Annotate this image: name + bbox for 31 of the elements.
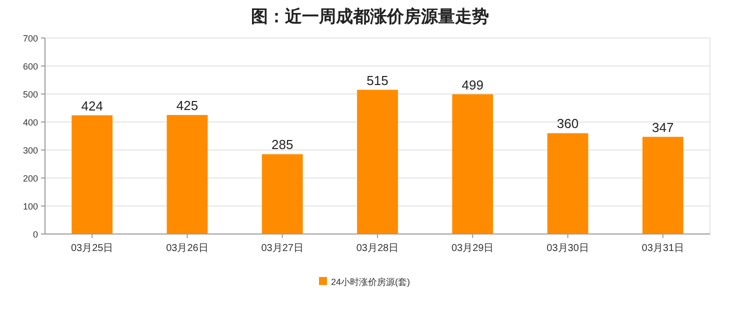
- data-label: 285: [272, 137, 294, 152]
- y-tick-label: 300: [22, 146, 38, 156]
- y-tick-label: 400: [22, 118, 38, 128]
- y-tick-label: 0: [32, 230, 38, 240]
- bar: [166, 115, 208, 234]
- y-tick-label: 100: [22, 202, 38, 212]
- data-label: 425: [176, 98, 198, 113]
- x-tick-label: 03月26日: [166, 243, 208, 254]
- y-tick-label: 600: [22, 62, 38, 72]
- bar: [72, 115, 113, 234]
- x-tick-label: 03月27日: [261, 243, 304, 254]
- y-tick-label: 700: [22, 34, 38, 44]
- y-tick-label: 500: [22, 90, 38, 100]
- data-label: 347: [652, 120, 674, 135]
- x-tick-label: 03月28日: [356, 243, 399, 254]
- data-label: 424: [81, 98, 103, 114]
- bar: [452, 94, 494, 234]
- data-label: 360: [556, 116, 579, 132]
- x-tick-label: 03月29日: [452, 243, 494, 254]
- x-tick-label: 03月25日: [70, 243, 114, 254]
- data-label: 499: [462, 77, 484, 92]
- x-tick-label: 03月31日: [642, 243, 684, 254]
- chart-title: 图：近一周成都涨价房源量走势: [251, 7, 489, 26]
- bar: [547, 133, 588, 234]
- legend-label: 24小时涨价房源(套): [331, 277, 410, 287]
- bar: [262, 154, 303, 234]
- x-tick-label: 03月30日: [546, 243, 589, 254]
- data-label: 515: [366, 72, 388, 88]
- bar: [357, 90, 398, 234]
- y-tick-label: 200: [22, 174, 38, 184]
- bar: [642, 136, 684, 234]
